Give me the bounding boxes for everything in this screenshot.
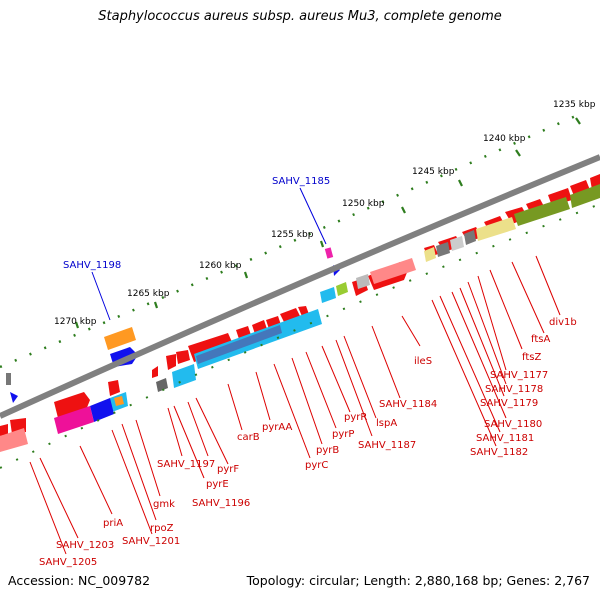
gene-label: SAHV_1180	[484, 419, 542, 430]
gene-label: SAHV_1181	[476, 433, 534, 444]
genome-backbone	[0, 154, 600, 419]
scale-label: 1270 kbp	[54, 317, 97, 327]
blue-labels: SAHV_1185 SAHV_1198	[63, 176, 330, 271]
genome-summary-text: Topology: circular; Length: 2,880,168 bp…	[246, 573, 590, 588]
gene-small-grey	[6, 373, 11, 385]
gene-label: gmk	[153, 499, 175, 510]
gene-label: SAHV_1184	[379, 399, 437, 410]
gene-label: SAHV_1205	[39, 557, 97, 568]
gene-sahv-1198-orange	[104, 327, 136, 350]
scale-ring	[0, 112, 581, 369]
scale-major-ticks	[74, 117, 581, 329]
gene-label: pyrE	[206, 479, 229, 490]
gene-sahv-1185	[324, 247, 334, 259]
gene-label: SAHV_1197	[157, 459, 215, 470]
gene-label: ftsA	[531, 334, 550, 345]
gene-label: SAHV_1182	[470, 447, 528, 458]
scale-label: 1265 kbp	[127, 289, 170, 299]
gene-small-blue	[10, 392, 18, 403]
scale-label: 1255 kbp	[271, 230, 314, 240]
gene-label: priA	[103, 518, 123, 529]
gene-labels: div1b ftsA ftsZ SAHV_1177 SAHV_1178 SAHV…	[39, 317, 577, 568]
gene-label: pyrB	[316, 445, 339, 456]
label-sahv-1185: SAHV_1185	[272, 176, 330, 187]
gene-label: pyrAA	[262, 422, 292, 433]
gene-label: lspA	[376, 418, 397, 429]
gene-label: SAHV_1187	[358, 440, 416, 451]
accession-text: Accession: NC_009782	[8, 573, 151, 588]
gene-label: pyrC	[305, 460, 328, 471]
scale-label: 1240 kbp	[483, 134, 526, 144]
gene-label: carB	[237, 432, 260, 443]
gene-label: ileS	[414, 356, 432, 367]
upper-strand-genes	[0, 174, 600, 436]
gene-label: SAHV_1203	[56, 540, 114, 551]
scale-label: 1245 kbp	[412, 167, 455, 177]
leader-lines	[29, 255, 561, 555]
gene-label: rpoZ	[150, 523, 174, 534]
gene-label: pyrP	[332, 429, 354, 440]
scale-label: 1235 kbp	[553, 100, 596, 110]
scale-label: 1260 kbp	[199, 261, 242, 271]
gene-label: SAHV_1177	[490, 370, 548, 381]
gene-label: ftsZ	[522, 352, 541, 363]
gene-label: pyrF	[217, 464, 239, 475]
gene-label: SAHV_1179	[480, 398, 538, 409]
scale-label: 1250 kbp	[342, 199, 385, 209]
gene-label: SAHV_1178	[485, 384, 543, 395]
lower-strand-blocks	[0, 184, 600, 452]
blue-leader-lines	[91, 187, 327, 321]
gene-label: div1b	[549, 317, 577, 328]
map-title: Staphylococcus aureus subsp. aureus Mu3,…	[98, 9, 502, 24]
gene-label: SAHV_1201	[122, 536, 180, 547]
gene-label: pyrR	[344, 412, 367, 423]
gene-label: SAHV_1196	[192, 498, 250, 509]
label-sahv-1198: SAHV_1198	[63, 260, 121, 271]
scale-labels: 1235 kbp 1240 kbp 1245 kbp 1250 kbp 1255…	[54, 100, 596, 327]
